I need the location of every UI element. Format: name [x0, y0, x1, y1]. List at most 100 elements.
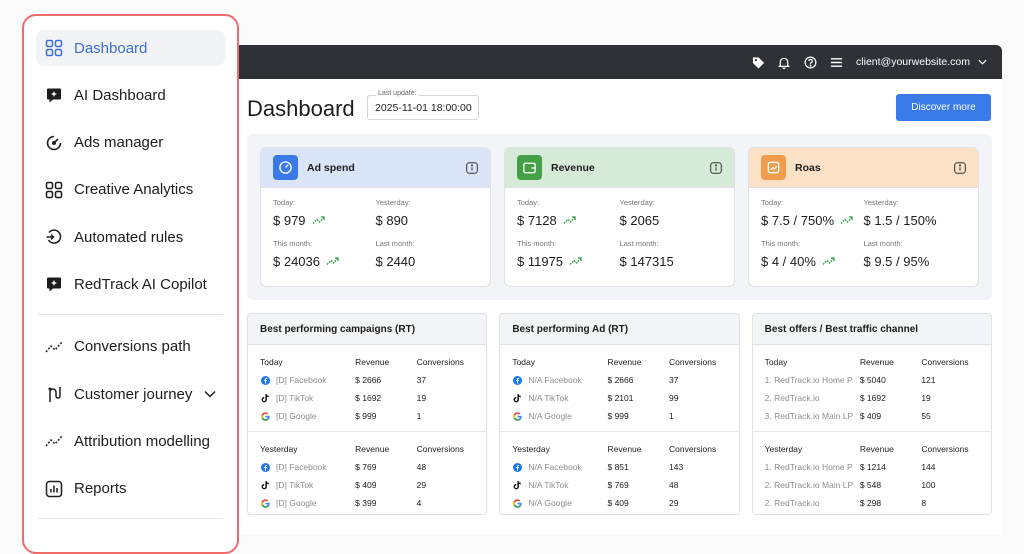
- sidebar-item-ai-copilot[interactable]: RedTrack AI Copilot: [36, 266, 225, 302]
- row-name: [D] TikTok: [276, 480, 314, 490]
- row-revenue: $ 999: [355, 411, 377, 421]
- period-label: Today: [512, 357, 536, 367]
- column-header-revenue: Revenue: [859, 444, 894, 454]
- row-revenue: $ 769: [355, 462, 377, 472]
- last-update-field[interactable]: Last update: 2025-11-01 18:00:00: [367, 90, 479, 120]
- table-row[interactable]: 2. RedTrack.io $ 298 8: [765, 494, 979, 512]
- kpi-value: $ 4 / 40%: [761, 253, 816, 269]
- sidebar-item-label: Ads manager: [74, 134, 164, 152]
- kpi-value: $ 1.5 / 150%: [863, 212, 937, 228]
- sidebar-item-label: AI Dashboard: [74, 86, 166, 104]
- table-row[interactable]: N/A TikTok $ 769 48: [512, 476, 726, 494]
- help-icon[interactable]: [802, 54, 818, 70]
- facebook-icon: [512, 462, 522, 472]
- chevron-down-icon[interactable]: [203, 387, 217, 401]
- tiktok-icon: [512, 480, 522, 490]
- row-name: [D] Google: [276, 411, 317, 421]
- table-row[interactable]: 2. RedTrack.io Main LP $ 548 100: [765, 476, 979, 494]
- table-row[interactable]: [D] TikTok $ 1692 19: [260, 389, 474, 407]
- kpi-today: Today: $ 7.5 / 750%: [761, 198, 864, 229]
- sidebar-item-attribution-modelling[interactable]: Attribution modelling: [36, 423, 225, 459]
- grid-icon: [44, 38, 64, 58]
- row-revenue: $ 851: [607, 462, 629, 472]
- report-icon: [44, 479, 64, 499]
- sidebar-item-label: Automated rules: [74, 228, 184, 246]
- trend-up-icon: [822, 256, 836, 266]
- row-conversions: 55: [921, 411, 931, 421]
- table-section: Yesterday Revenue Conversions 1. RedTrac…: [752, 431, 991, 512]
- app-window: client@yourwebsite.com Dashboard Last up…: [239, 45, 1002, 535]
- kpi-card-roas: Roas Today: $ 7.5 / 750% Yesterday: $ 1.…: [748, 147, 979, 287]
- sidebar-item-dashboard[interactable]: Dashboard: [36, 30, 225, 66]
- row-revenue: $ 1214: [859, 462, 886, 472]
- trend-up-icon: [840, 215, 854, 225]
- sidebar-item-reports[interactable]: Reports: [36, 471, 225, 507]
- path-icon: [44, 337, 64, 357]
- tiktok-icon: [260, 480, 270, 490]
- sidebar-item-automated-rules[interactable]: Automated rules: [36, 219, 225, 255]
- row-conversions: 48: [416, 462, 427, 472]
- table-card: Best offers / Best traffic channel Today…: [751, 313, 992, 515]
- table-row[interactable]: 2. RedTrack.io $ 1692 19: [765, 389, 979, 407]
- journey-icon: [44, 384, 64, 404]
- table-row[interactable]: [D] Google $ 999 1: [260, 407, 474, 425]
- google-icon: [512, 498, 522, 508]
- row-revenue: $ 1692: [859, 393, 886, 403]
- row-conversions: 99: [669, 393, 679, 403]
- table-header-row: Today Revenue Conversions: [512, 353, 726, 371]
- period-label: Today: [260, 357, 283, 367]
- info-icon[interactable]: [954, 161, 966, 174]
- tiktok-icon: [260, 393, 270, 403]
- table-card: Best performing Ad (RT) Today Revenue Co…: [499, 313, 740, 515]
- facebook-icon: [512, 375, 522, 385]
- table-row[interactable]: [D] Facebook $ 2666 37: [260, 371, 474, 389]
- sidebar-item-creative-analytics[interactable]: Creative Analytics: [36, 172, 225, 208]
- table-row[interactable]: [D] Google $ 399 4: [260, 494, 474, 512]
- table-row[interactable]: [D] TikTok $ 409 29: [260, 476, 474, 494]
- row-revenue: $ 409: [859, 411, 882, 421]
- table-row[interactable]: [D] Facebook $ 769 48: [260, 458, 474, 476]
- tag-icon[interactable]: [750, 54, 766, 70]
- info-icon[interactable]: [466, 161, 478, 174]
- table-row[interactable]: N/A Facebook $ 2666 37: [512, 371, 726, 389]
- column-header-conversions: Conversions: [416, 357, 464, 367]
- sidebar-item-ads-manager[interactable]: Ads manager: [36, 125, 225, 161]
- kpi-label: Today:: [761, 198, 784, 207]
- column-header-revenue: Revenue: [355, 357, 390, 367]
- table-section: Today Revenue Conversions 1. RedTrack.io…: [753, 345, 991, 425]
- kpi-name: Roas: [795, 161, 821, 174]
- kpi-value: $ 11975: [517, 253, 564, 269]
- sidebar-item-ai-dashboard[interactable]: AI Dashboard: [36, 77, 225, 113]
- column-header-conversions: Conversions: [416, 444, 464, 454]
- table-row[interactable]: 1. RedTrack.io Home P $ 1214 144: [765, 458, 979, 476]
- trend-up-icon: [569, 256, 583, 266]
- row-name: N/A Facebook: [528, 462, 582, 472]
- table-row[interactable]: N/A Facebook $ 851 143: [512, 458, 726, 476]
- info-icon[interactable]: [710, 161, 722, 174]
- sidebar-item-label: Reports: [74, 480, 127, 498]
- table-row[interactable]: 3. RedTrack.io Main LP $ 409 55: [765, 407, 979, 425]
- bell-icon[interactable]: [776, 54, 792, 70]
- table-row[interactable]: 1. RedTrack.io Home P $ 5040 121: [765, 371, 979, 389]
- google-icon: [260, 411, 270, 421]
- sidebar-divider: [38, 313, 223, 315]
- discover-more-button[interactable]: Discover more: [896, 94, 991, 121]
- table-row[interactable]: N/A Google $ 409 29: [512, 494, 726, 512]
- row-revenue: $ 2666: [355, 375, 382, 385]
- table-row[interactable]: N/A TikTok $ 2101 99: [512, 389, 726, 407]
- table-header-row: Today Revenue Conversions: [260, 353, 474, 371]
- kpi-label: Yesterday:: [619, 198, 655, 207]
- sidebar-item-customer-journey[interactable]: Customer journey: [36, 376, 225, 412]
- ai-chat-icon: [44, 85, 64, 105]
- sidebar-item-label: Customer journey: [74, 385, 193, 403]
- table-row[interactable]: N/A Google $ 999 1: [512, 407, 726, 425]
- kpi-card-header: Ad spend: [261, 148, 490, 188]
- row-conversions: 29: [669, 498, 679, 508]
- chevron-down-icon[interactable]: [978, 57, 988, 67]
- sidebar-item-conversions-path[interactable]: Conversions path: [36, 329, 225, 365]
- menu-icon[interactable]: [828, 54, 844, 70]
- row-revenue: $ 1692: [355, 393, 382, 403]
- account-email[interactable]: client@yourwebsite.com: [856, 56, 970, 68]
- row-conversions: 1: [416, 411, 422, 421]
- sidebar-item-label: Dashboard: [74, 39, 148, 57]
